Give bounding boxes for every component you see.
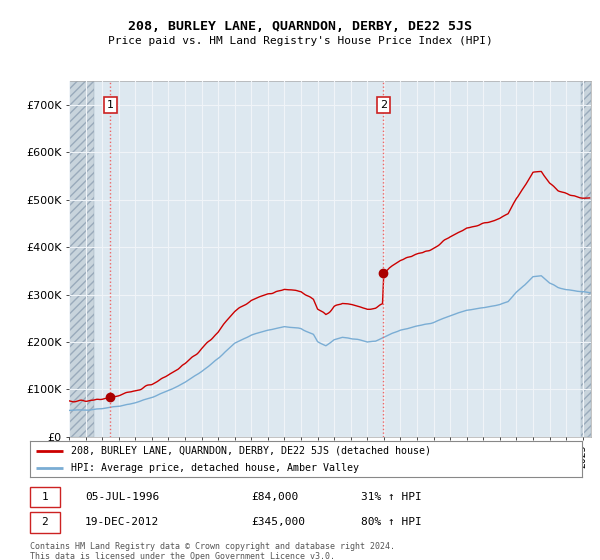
Text: 1: 1 — [41, 492, 48, 502]
Text: Price paid vs. HM Land Registry's House Price Index (HPI): Price paid vs. HM Land Registry's House … — [107, 36, 493, 46]
Text: 1: 1 — [107, 100, 114, 110]
Text: 05-JUL-1996: 05-JUL-1996 — [85, 492, 160, 502]
Text: 2: 2 — [380, 100, 387, 110]
Bar — [69, 81, 94, 437]
Text: 208, BURLEY LANE, QUARNDON, DERBY, DE22 5JS (detached house): 208, BURLEY LANE, QUARNDON, DERBY, DE22 … — [71, 446, 431, 456]
FancyBboxPatch shape — [30, 487, 61, 507]
Text: £345,000: £345,000 — [251, 517, 305, 528]
Text: Contains HM Land Registry data © Crown copyright and database right 2024.
This d: Contains HM Land Registry data © Crown c… — [30, 542, 395, 560]
Text: £84,000: £84,000 — [251, 492, 298, 502]
FancyBboxPatch shape — [30, 512, 61, 533]
Text: 2: 2 — [41, 517, 48, 528]
Text: HPI: Average price, detached house, Amber Valley: HPI: Average price, detached house, Ambe… — [71, 463, 359, 473]
Bar — [581, 81, 591, 437]
Text: 208, BURLEY LANE, QUARNDON, DERBY, DE22 5JS: 208, BURLEY LANE, QUARNDON, DERBY, DE22 … — [128, 20, 472, 32]
Text: 31% ↑ HPI: 31% ↑ HPI — [361, 492, 422, 502]
Text: 19-DEC-2012: 19-DEC-2012 — [85, 517, 160, 528]
Text: 80% ↑ HPI: 80% ↑ HPI — [361, 517, 422, 528]
